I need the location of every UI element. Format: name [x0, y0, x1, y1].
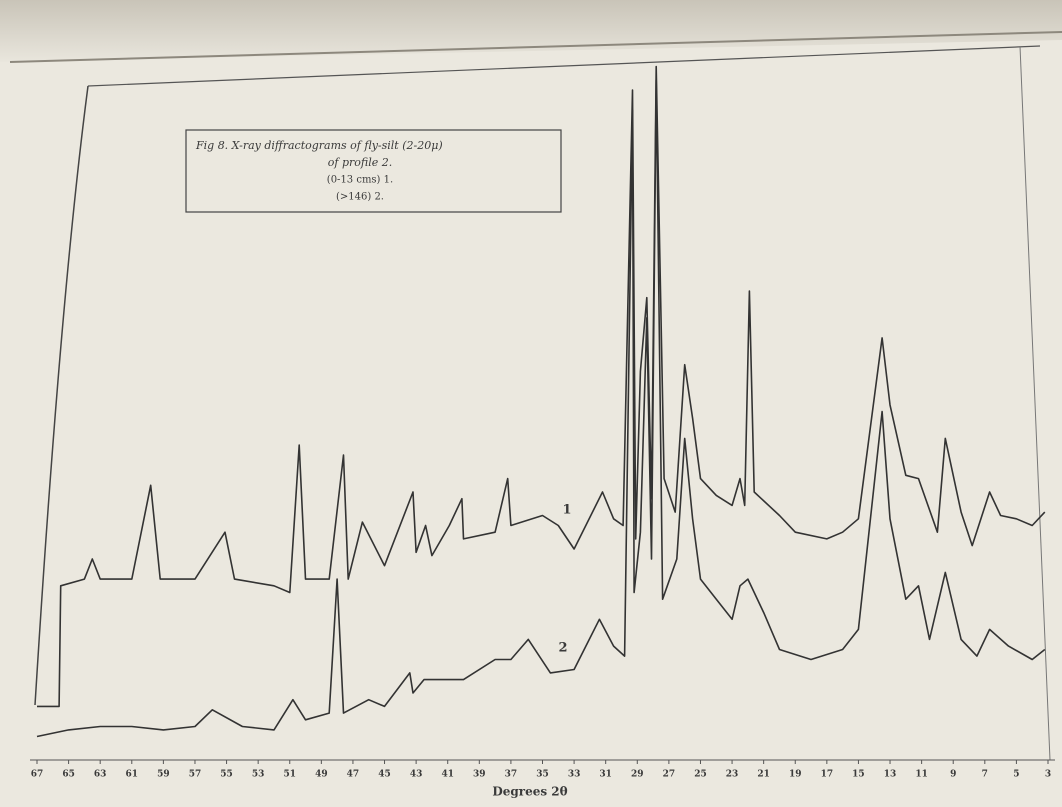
x-tick-label: 41: [441, 770, 454, 780]
x-tick-label: 5: [1013, 770, 1019, 780]
page: Fig 8. X-ray diffractograms of fly-silt …: [0, 0, 1062, 807]
annotation: (0-13 cms) 1.: [327, 175, 393, 186]
x-tick-label: 13: [884, 770, 897, 780]
series-label: 1: [562, 503, 571, 518]
annotation: (>146) 2.: [336, 192, 384, 203]
x-axis-label: Degrees 2θ: [492, 785, 567, 799]
x-tick-label: 51: [283, 770, 296, 780]
x-tick-label: 11: [915, 770, 928, 780]
x-tick-label: 29: [631, 770, 644, 780]
chart-title: Fig 8. X-ray diffractograms of fly-silt …: [195, 139, 443, 152]
chart: Fig 8. X-ray diffractograms of fly-silt …: [0, 0, 1062, 807]
x-tick-label: 15: [852, 770, 865, 780]
x-tick-label: 37: [505, 770, 518, 780]
paper: [0, 0, 1062, 807]
x-tick-label: 35: [536, 770, 549, 780]
x-tick-label: 7: [982, 770, 988, 780]
x-tick-label: 67: [31, 770, 44, 780]
x-tick-label: 47: [347, 770, 360, 780]
x-tick-label: 43: [410, 770, 423, 780]
x-tick-label: 59: [157, 770, 170, 780]
x-tick-label: 53: [252, 770, 265, 780]
x-tick-label: 33: [568, 770, 581, 780]
x-tick-label: 39: [473, 770, 486, 780]
chart-subtitle: of profile 2.: [328, 156, 392, 169]
x-tick-label: 27: [663, 770, 676, 780]
x-tick-label: 9: [950, 770, 956, 780]
x-tick-label: 17: [821, 770, 834, 780]
x-tick-label: 63: [94, 770, 107, 780]
x-tick-label: 61: [126, 770, 139, 780]
x-tick-label: 3: [1045, 770, 1051, 780]
x-tick-label: 23: [726, 770, 739, 780]
x-tick-label: 65: [62, 770, 75, 780]
series-label: 2: [558, 641, 567, 656]
x-tick-label: 31: [599, 770, 612, 780]
x-tick-label: 21: [757, 770, 770, 780]
x-tick-label: 25: [694, 770, 707, 780]
x-tick-label: 19: [789, 770, 802, 780]
x-tick-label: 49: [315, 770, 328, 780]
x-tick-label: 45: [378, 770, 391, 780]
x-tick-label: 55: [220, 770, 233, 780]
x-tick-label: 57: [189, 770, 202, 780]
